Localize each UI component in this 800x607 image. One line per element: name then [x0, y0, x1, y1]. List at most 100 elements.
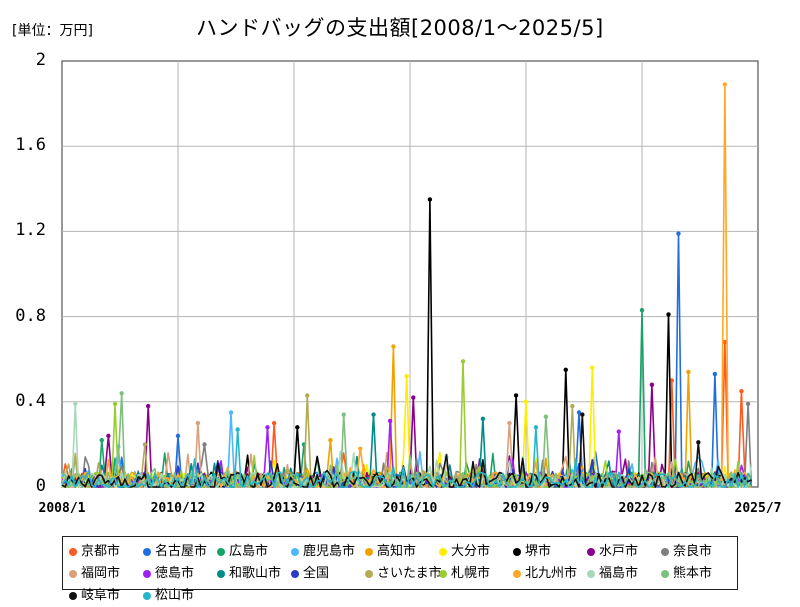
legend-label: 奈良市 — [673, 544, 713, 559]
series-松山市 — [61, 425, 753, 488]
legend-label: 名古屋市 — [155, 544, 208, 559]
legend-label: 堺市 — [525, 544, 552, 559]
y-tick-label: 1.6 — [15, 135, 46, 156]
data-point — [543, 414, 549, 419]
data-point — [265, 425, 270, 430]
data-point — [411, 395, 416, 400]
legend-item: 全国 — [289, 563, 363, 585]
legend-marker — [587, 569, 595, 578]
y-tick-label: 2 — [35, 50, 46, 70]
data-point — [722, 339, 728, 345]
legend-marker — [439, 547, 447, 556]
legend-item: 徳島市 — [141, 563, 215, 585]
legend-item: 和歌山市 — [215, 563, 289, 585]
data-point — [106, 433, 111, 439]
data-point — [696, 440, 701, 445]
data-point — [175, 433, 181, 439]
legend-marker — [143, 591, 151, 600]
legend-label: 松山市 — [155, 588, 195, 603]
data-point — [145, 403, 151, 409]
legend-item: 福島市 — [585, 563, 659, 585]
legend-marker — [291, 547, 299, 556]
x-tick-label: 2008/1 — [38, 501, 86, 516]
data-point — [666, 312, 671, 317]
data-point — [295, 425, 300, 430]
data-point — [404, 374, 409, 379]
legend-item: 高知市 — [363, 541, 437, 563]
legend-marker — [439, 569, 447, 578]
data-point — [533, 425, 539, 430]
data-point — [712, 371, 718, 377]
legend-label: 岐阜市 — [81, 588, 121, 603]
legend-label: さいたま市 — [377, 566, 442, 581]
legend-item: さいたま市 — [363, 563, 442, 585]
data-point — [649, 382, 655, 387]
legend-item: 北九州市 — [511, 563, 585, 585]
legend-label: 水戸市 — [599, 544, 639, 559]
data-point — [371, 412, 376, 417]
x-tick-label: 2025/7 — [734, 501, 782, 516]
legend-marker — [143, 547, 151, 556]
legend-item: 福岡市 — [67, 563, 141, 585]
legend-marker — [587, 547, 595, 556]
x-tick-label: 2010/12 — [150, 501, 206, 516]
legend-label: 大分市 — [451, 544, 491, 559]
data-point — [616, 429, 621, 434]
legend-label: 北九州市 — [525, 566, 578, 581]
x-tick-label: 2016/10 — [382, 501, 438, 516]
data-point — [328, 437, 333, 443]
legend-label: 福島市 — [599, 566, 639, 581]
legend-label: 広島市 — [229, 544, 269, 559]
data-point — [480, 416, 486, 422]
data-point — [73, 401, 78, 407]
legend-marker — [365, 547, 373, 556]
data-point — [576, 410, 582, 415]
legend-item: 奈良市 — [659, 541, 733, 563]
data-point — [391, 344, 396, 349]
legend-item: 松山市 — [141, 585, 215, 607]
legend-marker — [513, 547, 521, 556]
y-tick-label: 0.8 — [15, 305, 46, 326]
legend-marker — [365, 569, 373, 578]
data-point — [570, 403, 575, 409]
legend-label: 札幌市 — [451, 566, 491, 581]
legend-marker — [661, 569, 669, 578]
x-tick-label: 2013/11 — [266, 501, 322, 516]
data-point — [235, 427, 240, 432]
legend-label: 和歌山市 — [229, 566, 282, 581]
data-point — [513, 393, 519, 398]
y-tick-label: 0 — [35, 476, 46, 496]
legend-item: 熊本市 — [659, 563, 733, 585]
legend-marker — [217, 569, 225, 578]
legend: 京都市 名古屋市 広島市 鹿児島市 高知市 大分市 堺市 水戸市 奈良市福岡市 徳島市 和歌山市 全国… — [62, 536, 738, 603]
data-point — [507, 420, 512, 426]
legend-label: 福岡市 — [81, 566, 121, 581]
data-point — [99, 437, 104, 443]
legend-label: 京都市 — [81, 544, 121, 559]
data-point — [387, 418, 393, 424]
legend-item: 札幌市 — [437, 563, 511, 585]
data-point — [676, 231, 681, 236]
legend-marker — [217, 547, 225, 556]
legend-marker — [69, 569, 77, 578]
y-tick-label: 0.4 — [15, 390, 46, 411]
legend-label: 高知市 — [377, 544, 417, 559]
data-point — [142, 442, 148, 447]
legend-marker — [291, 569, 299, 578]
data-point — [580, 412, 585, 417]
data-point — [669, 378, 675, 383]
legend-item: 名古屋市 — [141, 541, 215, 563]
legend-marker — [143, 569, 151, 578]
data-point — [195, 420, 201, 426]
data-point — [686, 369, 691, 375]
data-point — [202, 442, 207, 447]
legend-label: 鹿児島市 — [303, 544, 356, 559]
data-point — [639, 308, 645, 313]
legend-item: 大分市 — [437, 541, 511, 563]
data-point — [271, 420, 277, 426]
legend-marker — [69, 547, 77, 556]
legend-label: 徳島市 — [155, 566, 195, 581]
chart-title: ハンドバッグの支出額[2008/1～2025/5] — [196, 16, 604, 40]
unit-label: [単位：万円] — [12, 23, 93, 39]
